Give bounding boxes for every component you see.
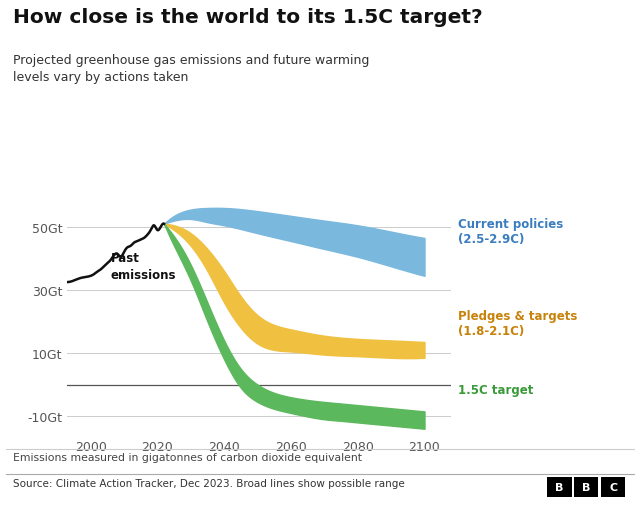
Text: Past
emissions: Past emissions [111,252,176,282]
Text: B: B [555,482,564,492]
Text: 1.5C target: 1.5C target [458,383,533,396]
Text: Current policies
(2.5-2.9C): Current policies (2.5-2.9C) [458,218,563,245]
Text: Source: Climate Action Tracker, Dec 2023. Broad lines show possible range: Source: Climate Action Tracker, Dec 2023… [13,478,404,489]
Text: How close is the world to its 1.5C target?: How close is the world to its 1.5C targe… [13,8,483,26]
Text: Pledges & targets
(1.8-2.1C): Pledges & targets (1.8-2.1C) [458,309,577,337]
Text: Emissions measured in gigatonnes of carbon dioxide equivalent: Emissions measured in gigatonnes of carb… [13,452,362,462]
Text: B: B [582,482,591,492]
Text: C: C [609,482,617,492]
Text: Projected greenhouse gas emissions and future warming
levels vary by actions tak: Projected greenhouse gas emissions and f… [13,53,369,83]
